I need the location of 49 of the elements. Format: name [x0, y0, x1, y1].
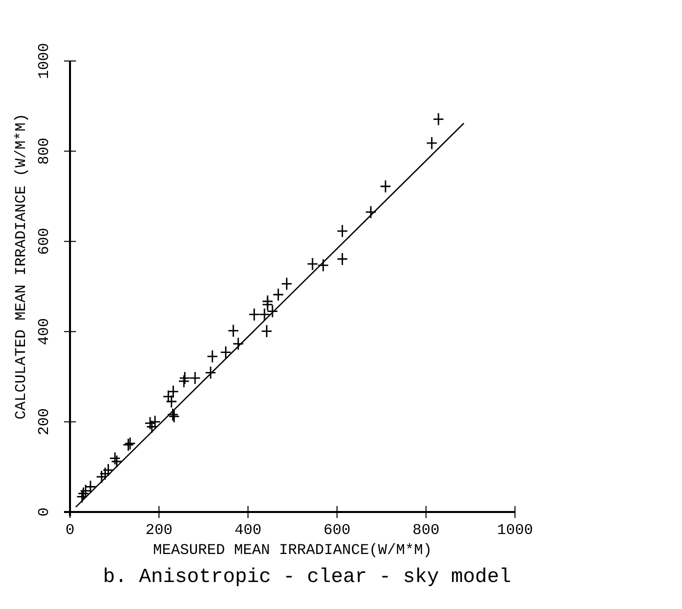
point	[109, 452, 121, 466]
point	[365, 205, 377, 219]
point	[146, 420, 158, 434]
y-tick-label: 400	[36, 318, 53, 346]
x-tick-label: 600	[323, 522, 351, 539]
point	[80, 484, 92, 498]
y-axis-title: CALCULATED MEAN IRRADIANCE (W/M*M)	[13, 113, 30, 420]
point	[248, 308, 260, 322]
point	[204, 366, 216, 380]
point	[336, 252, 348, 266]
x-tick-label: 1000	[496, 522, 534, 539]
y-tick-label: 0	[36, 507, 53, 517]
point	[206, 350, 218, 364]
point	[96, 470, 108, 484]
point	[220, 346, 232, 360]
x-tick-label: 0	[65, 522, 75, 539]
point	[178, 374, 190, 388]
point	[260, 324, 272, 338]
point	[189, 371, 201, 385]
point	[272, 288, 284, 302]
point	[78, 486, 90, 500]
point	[281, 277, 292, 290]
point	[232, 337, 244, 350]
point	[432, 112, 444, 126]
x-tick-label: 400	[234, 522, 262, 539]
point	[102, 463, 114, 477]
point	[168, 384, 179, 398]
point	[111, 454, 122, 468]
point	[380, 180, 392, 194]
x-axis-title: MEASURED MEAN IRRADIANCE(W/M*M)	[152, 542, 432, 559]
point	[228, 324, 240, 338]
text: b. Anisotropic - clear - sky model	[103, 566, 512, 589]
point	[76, 490, 88, 504]
y-tick-label: 1000	[36, 42, 53, 80]
point	[306, 257, 318, 271]
point	[179, 371, 191, 385]
y-tick-label: 600	[36, 228, 53, 255]
point	[84, 480, 96, 494]
x-tick-label: 800	[412, 522, 440, 539]
point	[144, 416, 156, 430]
point	[336, 224, 348, 238]
point	[258, 308, 270, 322]
y-tick-label: 200	[36, 408, 53, 436]
point	[149, 415, 161, 428]
y-tick-label: 800	[36, 138, 53, 165]
point	[318, 258, 329, 272]
point	[262, 294, 274, 308]
point	[426, 136, 438, 150]
x-tick-label: 200	[145, 522, 173, 539]
